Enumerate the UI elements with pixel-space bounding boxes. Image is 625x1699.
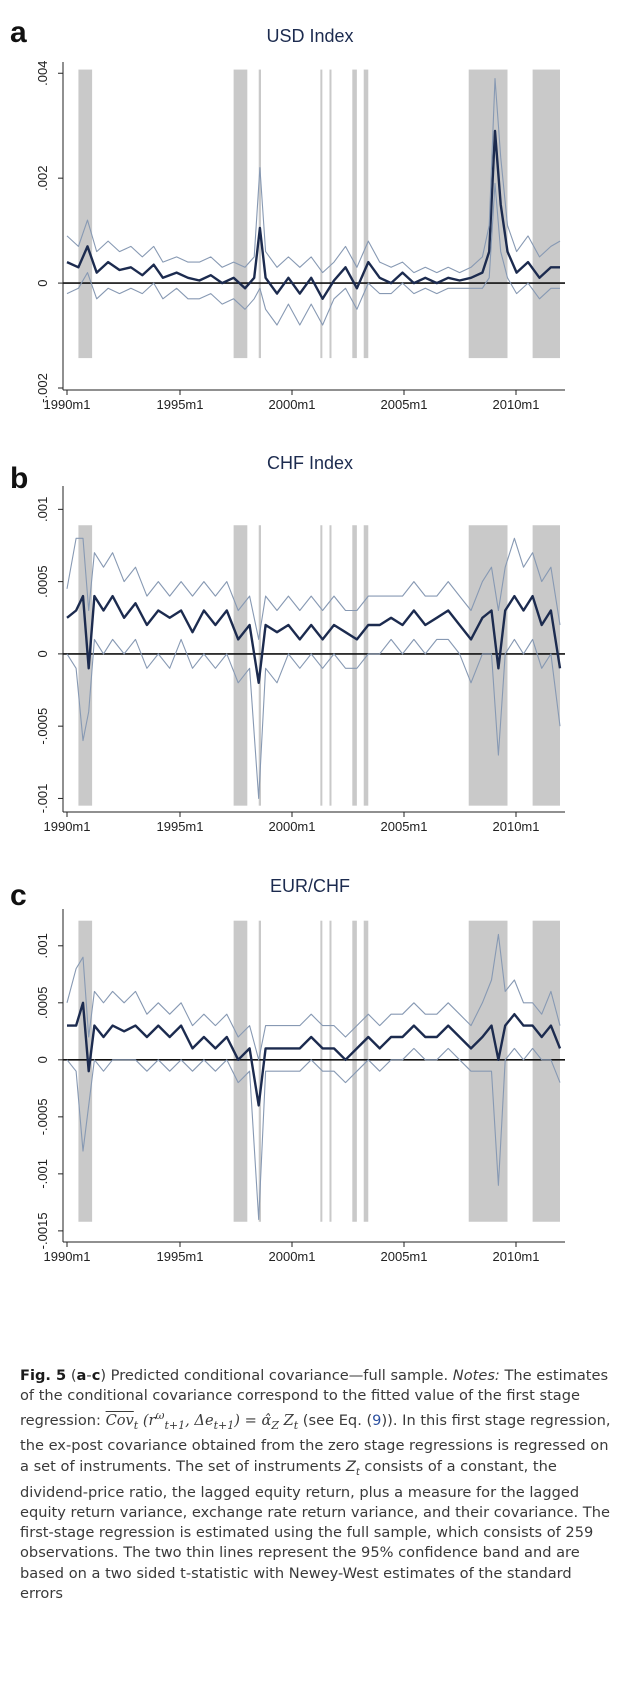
x-tick-label: 1990m1 [44,819,91,834]
x-tick-label: 2010m1 [493,1249,540,1264]
x-tick-label: 1995m1 [157,397,204,412]
estimate-line [66,129,560,300]
shaded-period [78,69,93,359]
upper-band-line [66,77,561,274]
y-tick-label: .001 [35,497,50,522]
upper-band-line [66,537,561,640]
shaded-period [258,920,262,1222]
lower-band-line [66,182,560,326]
y-tick-label: 0 [35,279,50,286]
x-tick-label: 2010m1 [493,397,540,412]
shaded-period [352,69,357,359]
y-tick-label: -.0005 [35,1098,50,1135]
figure-caption: Fig. 5 (a-c) Predicted conditional covar… [20,1367,611,1602]
lower-band-line [66,1047,561,1221]
shaded-period [352,920,357,1222]
upper-band-line [66,933,561,1061]
shaded-period [363,920,369,1222]
caption-label: Fig. 5 [20,1367,67,1384]
shaded-period [363,525,369,806]
y-tick-label: .0005 [35,987,50,1020]
shaded-period [258,69,262,359]
equation-link[interactable]: 9 [372,1412,382,1430]
y-tick-label: .0005 [35,565,50,598]
shaded-period [352,525,357,806]
y-tick-label: 0 [35,1056,50,1063]
shaded-period [329,69,332,359]
estimate-line [67,1001,562,1107]
x-tick-label: 1995m1 [157,819,204,834]
y-tick-label: -.0015 [35,1212,50,1249]
shaded-period [532,525,560,806]
shaded-period [320,525,323,806]
shaded-period [233,920,248,1222]
x-tick-label: 2000m1 [269,397,316,412]
panel-label-c: c [10,879,27,912]
panel-title: EUR/CHF [270,876,350,896]
shaded-period [233,69,248,359]
panel-title: USD Index [266,26,353,46]
y-tick-label: -.001 [35,1159,50,1189]
panel-title: CHF Index [267,453,353,473]
x-tick-label: 2010m1 [493,819,540,834]
x-tick-label: 2000m1 [269,819,316,834]
y-tick-label: .002 [35,166,50,191]
shaded-period [329,525,332,806]
shaded-period [78,920,93,1222]
y-tick-label: .001 [35,933,50,958]
x-tick-label: 1990m1 [44,1249,91,1264]
shaded-period [320,69,323,359]
shaded-period [233,525,248,806]
y-tick-label: 0 [35,650,50,657]
lower-band-line [66,638,561,799]
x-tick-label: 1995m1 [157,1249,204,1264]
shaded-period [468,525,508,806]
panel-label-b: b [10,462,28,495]
shaded-period [320,920,323,1222]
caption-formula: Covt (rωt+1, Δet+1) = α̂Z Zt [105,1409,299,1433]
x-tick-label: 2005m1 [381,397,428,412]
y-tick-label: -.0005 [35,708,50,745]
y-tick-label: -.001 [35,784,50,814]
x-tick-label: 2005m1 [381,819,428,834]
caption-notes-label: Notes: [452,1367,500,1384]
panel-label-a: a [10,16,27,49]
estimate-line [66,594,562,684]
x-tick-label: 2005m1 [381,1249,428,1264]
y-tick-label: -.002 [35,373,50,403]
x-tick-label: 2000m1 [269,1249,316,1264]
x-tick-label: 1990m1 [44,397,91,412]
shaded-period [363,69,369,359]
y-tick-label: .004 [35,61,50,86]
shaded-period [78,525,93,806]
shaded-period [532,69,560,359]
